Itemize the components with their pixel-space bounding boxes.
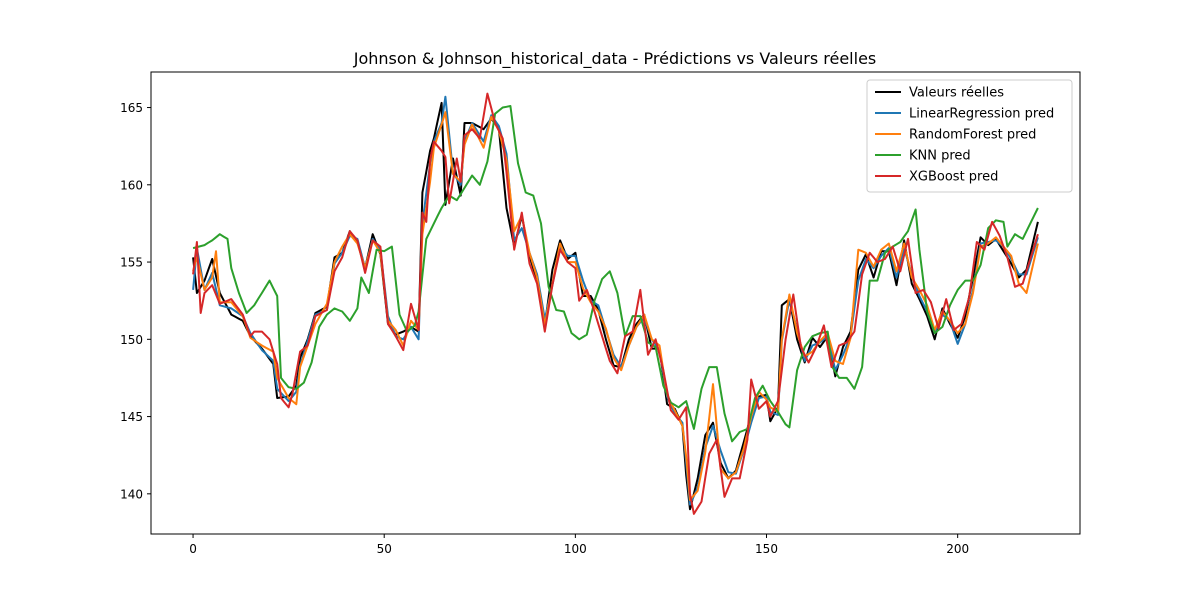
y-tick-label: 140 xyxy=(120,487,143,501)
legend-label: Valeurs réelles xyxy=(909,86,1004,101)
series-line-knn-pred xyxy=(192,105,1039,443)
x-tick-label: 200 xyxy=(946,542,969,556)
legend-label: KNN pred xyxy=(909,149,971,164)
legend-box xyxy=(866,79,1073,193)
x-tick-label: 50 xyxy=(377,542,392,556)
y-tick-label: 155 xyxy=(120,256,143,270)
y-axis: 140 145 150 155 160 165 xyxy=(120,101,151,501)
series-line-randomforest-pred xyxy=(192,111,1039,501)
series-line-xgboost-pred xyxy=(192,92,1039,515)
x-tick-label: 150 xyxy=(755,542,778,556)
legend-label: LinearRegression pred xyxy=(909,107,1054,122)
y-tick-label: 150 xyxy=(120,333,143,347)
legend: Valeurs réelles LinearRegression pred Rand… xyxy=(866,79,1073,193)
x-tick-label: 100 xyxy=(564,542,587,556)
x-axis: 0 50 100 150 200 xyxy=(189,534,969,556)
series-layer xyxy=(192,92,1039,515)
y-tick-label: 165 xyxy=(120,101,143,115)
plot-frame xyxy=(150,71,1081,535)
legend-label: RandomForest pred xyxy=(909,128,1036,143)
y-tick-label: 160 xyxy=(120,178,143,192)
chart-title: Johnson & Johnson_historical_data - Préd… xyxy=(353,49,877,69)
y-tick-label: 145 xyxy=(120,410,143,424)
x-tick-label: 0 xyxy=(189,542,197,556)
legend-label: XGBoost pred xyxy=(909,170,998,185)
